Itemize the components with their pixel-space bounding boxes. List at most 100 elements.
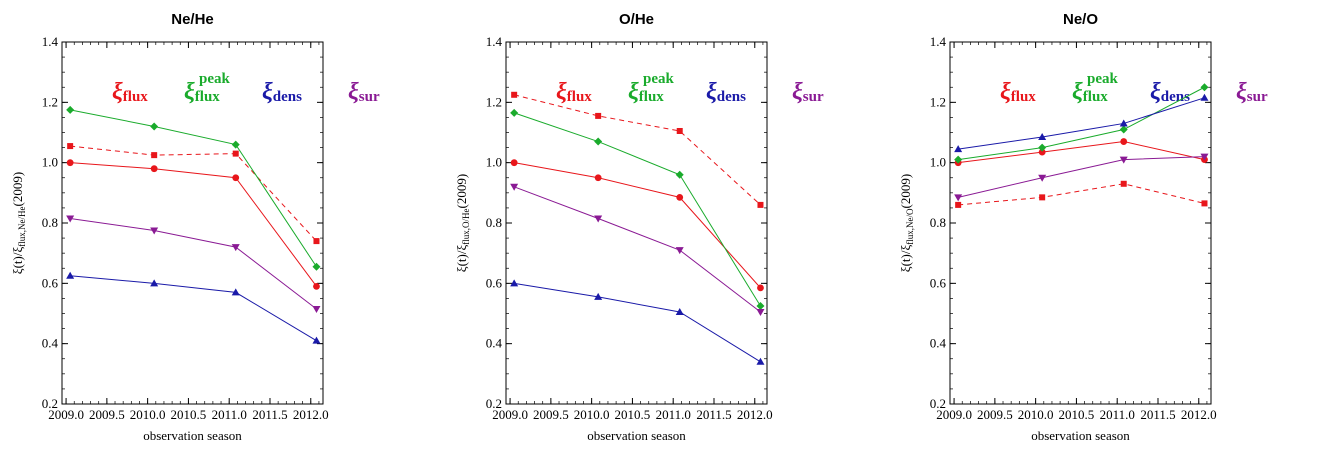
data-point-sur-triangle-down <box>1200 153 1209 161</box>
legend-flux-symbol: ξ <box>1000 79 1011 105</box>
series-line-sur <box>513 186 761 313</box>
y-axis-label: ξ(t)/ξflux,O/He(2009) <box>454 174 471 272</box>
data-point-flux-square <box>757 201 764 208</box>
y-axis-label-sub: flux,O/He <box>461 208 471 244</box>
chart-title: O/He <box>619 11 654 28</box>
legend-dens-symbol: ξ <box>262 79 273 105</box>
x-tick-label: 2011.5 <box>252 407 287 422</box>
data-point-dens-triangle-up <box>1200 93 1209 101</box>
y-axis-label-main: ξ(t)/ξ <box>454 245 469 273</box>
series-line-flux <box>958 141 1205 164</box>
legend-dens-sub: dens <box>717 89 746 105</box>
x-axis-label: observation season <box>1031 428 1130 443</box>
data-point-dens-triangle-up <box>150 279 159 287</box>
data-point-peak-diamond <box>954 155 963 164</box>
y-axis-label-sub: flux,Ne/O <box>905 208 915 245</box>
data-point-flux-square <box>67 143 74 150</box>
legend-flux-symbol: ξ <box>112 79 123 105</box>
data-point-peak-diamond <box>510 108 519 117</box>
legend-sur-symbol: ξ <box>348 79 359 105</box>
x-tick-label: 2009.5 <box>533 407 569 422</box>
data-point-flux-circle <box>1038 148 1046 156</box>
y-axis-label: ξ(t)/ξflux,Ne/He(2009) <box>10 172 27 274</box>
data-point-flux-square <box>1120 180 1127 187</box>
legend-flux-sub: flux <box>123 89 149 105</box>
x-tick-label: 2010.5 <box>171 407 207 422</box>
x-tick-label: 2009.0 <box>48 407 84 422</box>
y-tick-label: 0.4 <box>486 336 503 351</box>
y-tick-label: 0.2 <box>930 396 946 411</box>
series-line-sur <box>70 217 317 310</box>
data-point-dens-triangle-up <box>1038 133 1047 141</box>
x-tick-label: 2012.0 <box>1181 407 1217 422</box>
legend-dens-symbol: ξ <box>1150 79 1161 105</box>
data-point-peak-diamond <box>1038 143 1047 152</box>
x-tick-label: 2010.5 <box>615 407 651 422</box>
chart-panel-1: O/He 2009.0 2009.5 2010.0 2010.5 2011.0 2011.5… <box>454 11 824 443</box>
series-line-flux <box>70 162 317 287</box>
y-tick-label: 0.8 <box>42 215 58 230</box>
y-tick-label: 1.0 <box>486 155 502 170</box>
data-point-flux-circle <box>150 165 158 173</box>
y-axis-label-tail: (2009) <box>10 172 25 207</box>
series-line-flux-dashed <box>958 183 1205 206</box>
data-point-sur-triangle-down <box>1119 156 1128 164</box>
data-point-dens-triangle-up <box>1119 119 1128 127</box>
data-point-peak-diamond <box>1119 125 1128 134</box>
legend-flux-sub: flux <box>567 89 593 105</box>
x-axis-label: observation season <box>143 428 242 443</box>
data-point-peak-diamond <box>150 122 159 131</box>
x-tick-label: 2010.0 <box>574 407 610 422</box>
chart-panel-2: Ne/O 2009.0 2009.5 2010.0 2010.5 2011.0 2011.5… <box>898 11 1268 443</box>
data-point-flux-circle <box>510 159 518 167</box>
series-line-peak <box>70 109 317 268</box>
x-tick-label: 2010.0 <box>130 407 166 422</box>
series-line-sur <box>958 156 1205 198</box>
data-point-peak-diamond <box>231 140 240 149</box>
data-point-sur-triangle-down <box>954 194 963 202</box>
data-point-dens-triangle-up <box>594 292 603 300</box>
data-point-peak-diamond <box>675 170 684 179</box>
data-point-dens-triangle-up <box>756 357 765 365</box>
y-tick-label: 1.0 <box>930 155 946 170</box>
y-tick-label: 1.0 <box>42 155 58 170</box>
y-axis-label: ξ(t)/ξflux,Ne/O(2009) <box>898 174 915 272</box>
data-point-flux-circle <box>66 159 74 167</box>
data-point-peak-diamond <box>756 301 765 310</box>
legend-flux-sub: flux <box>1011 89 1037 105</box>
legend-peak: ξflux <box>184 79 220 105</box>
series-line-flux-dashed <box>70 145 317 242</box>
data-point-flux-circle <box>757 284 764 292</box>
series-line-flux <box>514 162 761 289</box>
y-tick-label: 1.4 <box>42 34 59 49</box>
legend-sur-sub: sur <box>803 89 824 105</box>
y-tick-label: 0.6 <box>930 275 947 290</box>
data-point-flux-square <box>676 127 683 134</box>
data-point-flux-square <box>232 150 239 157</box>
series-line-peak <box>958 86 1205 161</box>
y-axis-label-tail: (2009) <box>454 174 469 209</box>
y-tick-label: 0.2 <box>486 396 502 411</box>
x-tick-label: 2011.0 <box>1100 407 1135 422</box>
y-tick-label: 1.2 <box>486 94 502 109</box>
data-point-sur-triangle-down <box>756 308 765 316</box>
chart-panel-0: Ne/He 2009.0 2009.5 2010.0 2010.5 2011.0 2011.… <box>10 11 380 443</box>
y-tick-label: 1.2 <box>930 94 946 109</box>
legend-dens-symbol: ξ <box>706 79 717 105</box>
legend-peak: ξflux <box>628 79 664 105</box>
legend-dens-sub: dens <box>1161 89 1190 105</box>
x-tick-label: 2011.0 <box>656 407 691 422</box>
data-point-sur-triangle-down <box>66 215 75 223</box>
x-tick-label: 2012.0 <box>293 407 329 422</box>
x-tick-label: 2012.0 <box>737 407 773 422</box>
legend-sur-symbol: ξ <box>792 79 803 105</box>
legend-sur-sub: sur <box>1247 89 1268 105</box>
data-point-flux-circle <box>232 174 240 182</box>
data-point-sur-triangle-down <box>594 215 603 223</box>
legend-dens: ξdens <box>706 79 746 105</box>
y-axis-label-main: ξ(t)/ξ <box>898 245 913 273</box>
data-point-dens-triangle-up <box>954 145 963 153</box>
data-point-flux-square <box>955 201 962 208</box>
data-point-sur-triangle-down <box>231 244 240 252</box>
